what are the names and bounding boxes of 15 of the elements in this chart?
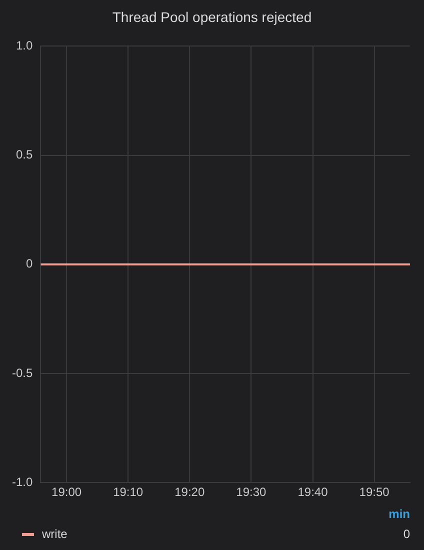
y-tick-label: -0.5 bbox=[12, 366, 33, 380]
text: 0 bbox=[403, 527, 410, 541]
y-tick-label: 1.0 bbox=[16, 38, 33, 53]
x-tick-label: 19:10 bbox=[113, 485, 144, 500]
x-tick-label: 19:40 bbox=[298, 485, 328, 500]
x-tick-label: 19:30 bbox=[236, 485, 267, 500]
x-tick-label: 19:00 bbox=[52, 485, 82, 500]
y-tick-label: 0 bbox=[26, 256, 33, 271]
text: min bbox=[388, 507, 410, 521]
legend-label: write bbox=[41, 527, 68, 541]
y-tick-label: -1.0 bbox=[12, 474, 33, 489]
chart-title: Thread Pool operations rejected bbox=[111, 8, 313, 27]
x-tick-label: 19:20 bbox=[174, 485, 205, 500]
y-tick-label: 0.5 bbox=[16, 148, 33, 162]
x-tick-label: 19:50 bbox=[359, 485, 390, 500]
